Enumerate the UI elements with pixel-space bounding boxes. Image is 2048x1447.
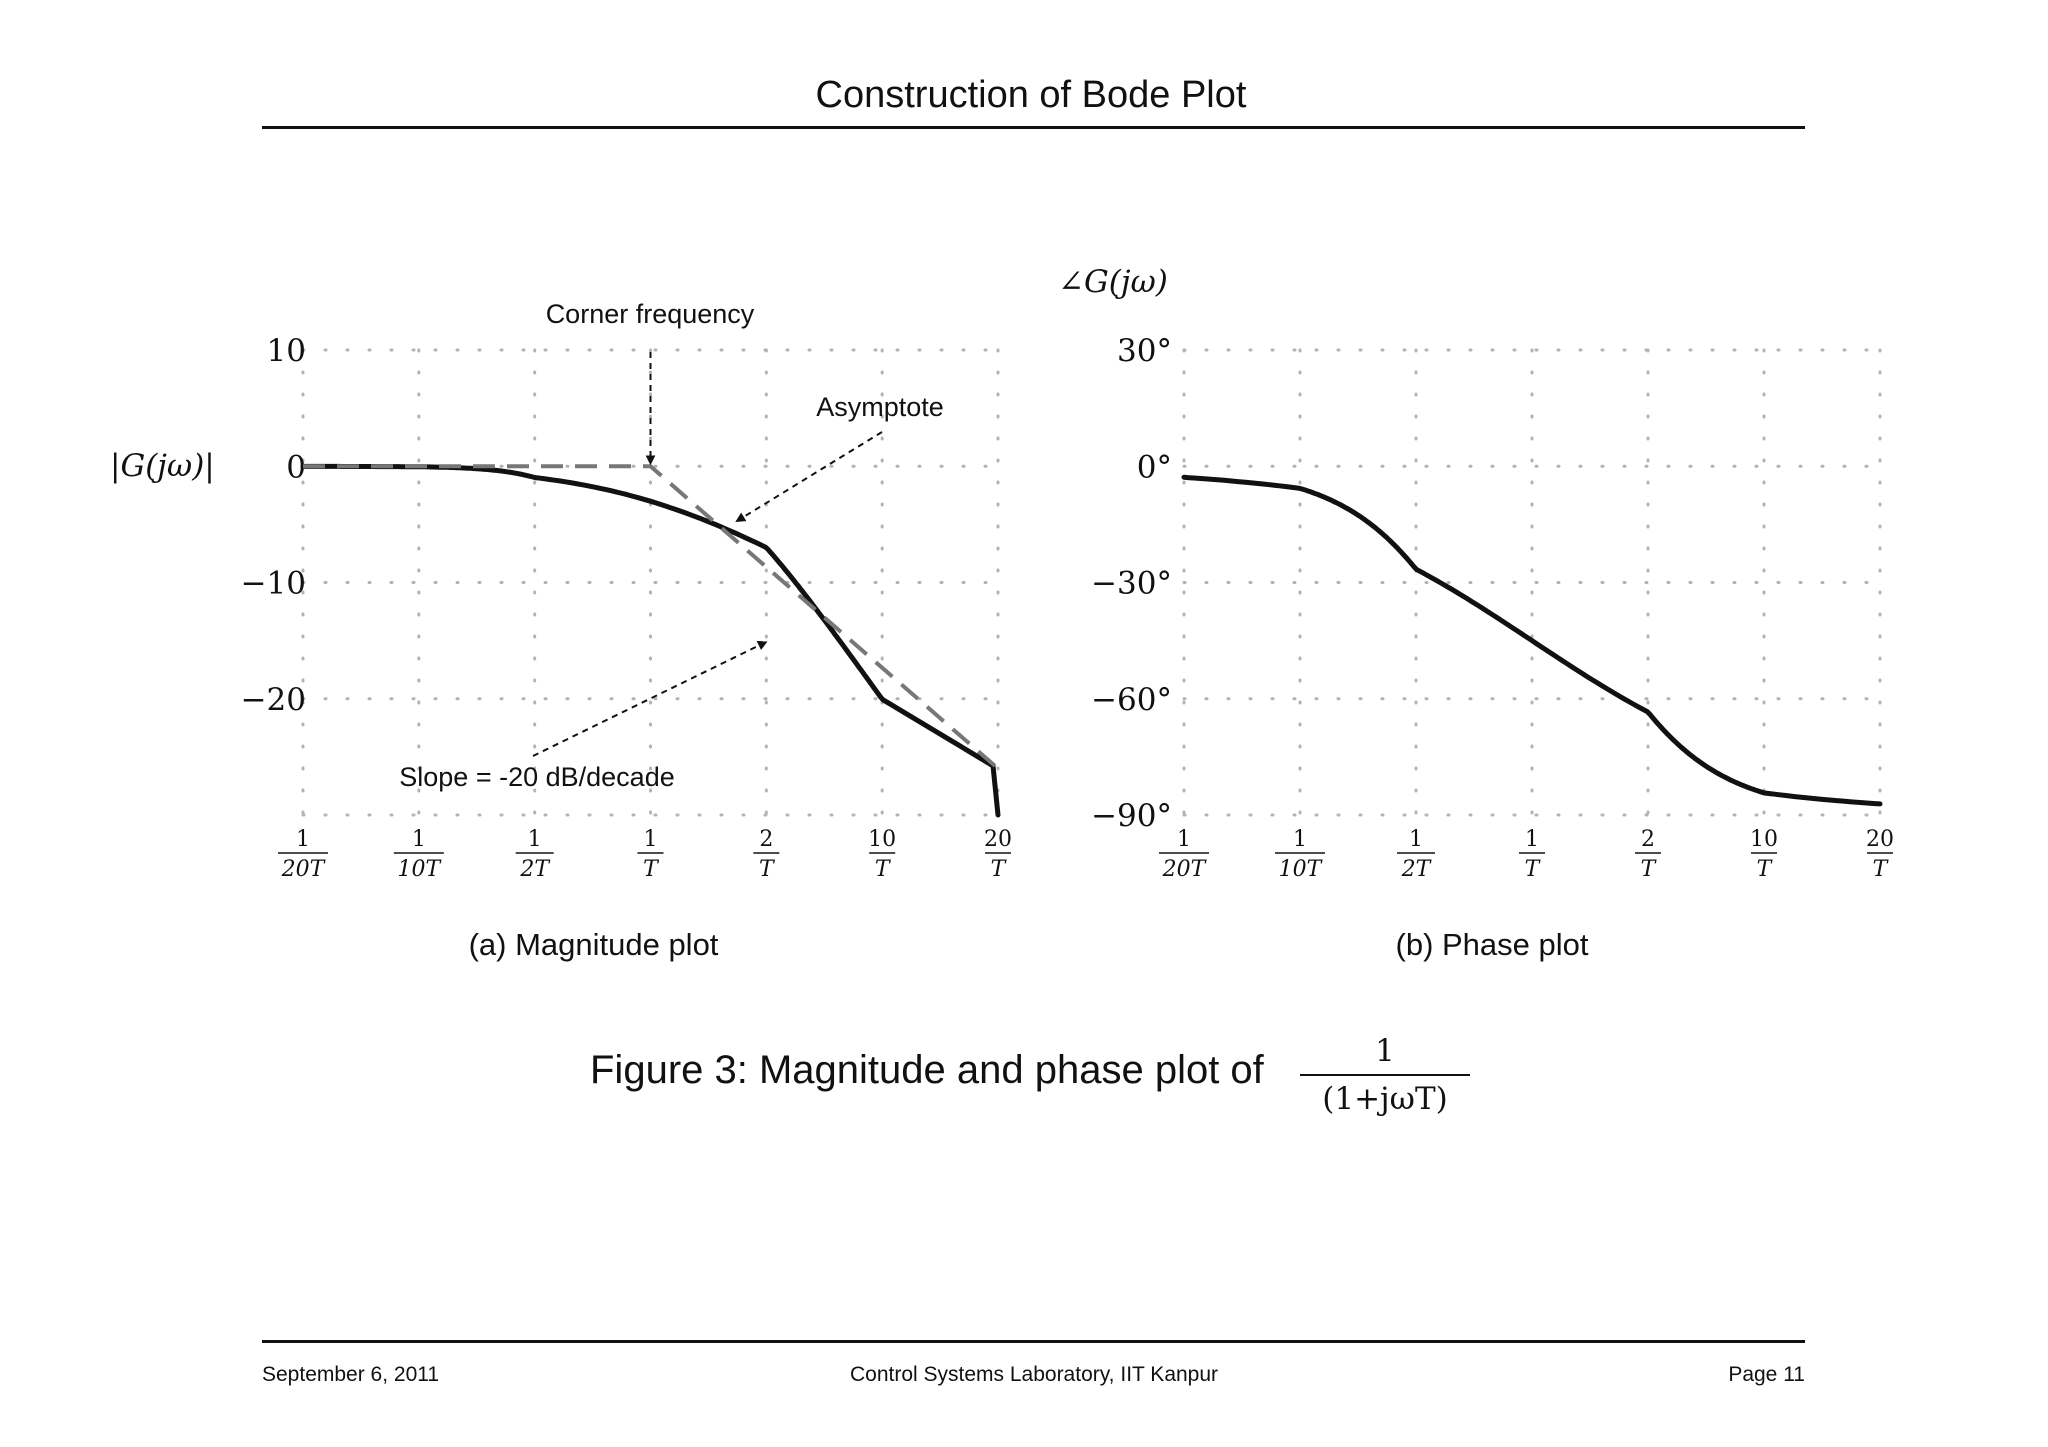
phase-x-tick-label: 20 T xyxy=(1866,827,1894,882)
magnitude-plot: 100−10−20120T110T12T1T2T10T20T|G(jω)|(a)… xyxy=(110,333,1012,962)
magnitude-y-tick-label: −20 xyxy=(241,682,306,718)
magnitude-x-tick-label: 1T xyxy=(637,827,664,882)
caption-fraction-denominator: (1+jωT) xyxy=(1322,1081,1448,1117)
phase-y-axis-label: ∠G(jω) xyxy=(1058,264,1168,300)
phase-x-tick-numerator: 1 xyxy=(1293,827,1307,852)
phase-y-tick-label: −30° xyxy=(1091,566,1172,602)
phase-y-tick-label: 0° xyxy=(1137,449,1172,485)
header-rule xyxy=(262,126,1805,129)
footer-page: Page 11 xyxy=(1728,1363,1805,1386)
magnitude-x-tick-label: 2T xyxy=(753,827,780,882)
phase-x-tick-label: 12T xyxy=(1397,827,1435,882)
page-title: Construction of Bode Plot xyxy=(815,74,1247,116)
phase-y-tick-label: −90° xyxy=(1091,798,1172,834)
phase-x-tick-label: 1T xyxy=(1519,827,1545,882)
magnitude-x-tick-numerator: 1 xyxy=(412,827,426,852)
phase-plot: 30°0°−30°−60°−90°120T110T12T1T2T10T20T∠G… xyxy=(1058,264,1894,962)
magnitude-x-tick-numerator: 10 xyxy=(868,827,896,852)
phase-x-tick-numerator: 2 xyxy=(1641,827,1655,852)
phase-x-tick-denominator: 20T xyxy=(1162,857,1208,882)
phase-x-tick-label: 2T xyxy=(1635,827,1661,882)
phase-x-tick-numerator: 1 xyxy=(1525,827,1539,852)
footer-center: Control Systems Laboratory, IIT Kanpur xyxy=(849,1363,1219,1386)
magnitude-x-tick-denominator: 20T xyxy=(281,857,327,882)
magnitude-x-tick-denominator: 10T xyxy=(397,857,442,882)
magnitude-x-tick-label: 12T xyxy=(515,827,554,882)
magnitude-x-tick-denominator: T xyxy=(991,857,1008,882)
magnitude-x-tick-numerator: 20 xyxy=(984,827,1012,852)
phase-x-tick-denominator: T xyxy=(1757,857,1774,882)
caption-fraction-numerator: 1 xyxy=(1300,1030,1470,1076)
phase-subcaption: (b) Phase plot xyxy=(1396,927,1589,962)
magnitude-x-tick-denominator: T xyxy=(759,857,776,882)
magnitude-x-tick-denominator: T xyxy=(875,857,892,882)
magnitude-y-axis-label: |G(jω)| xyxy=(110,448,215,484)
asymptote-arrow xyxy=(735,431,883,523)
corner-frequency-label: Corner frequency xyxy=(546,299,755,329)
phase-x-tick-denominator: 2T xyxy=(1401,857,1433,882)
figure-caption: Figure 3: Magnitude and phase plot of xyxy=(590,1048,1264,1092)
phase-x-tick-denominator: T xyxy=(1873,857,1890,882)
magnitude-asymptote-line xyxy=(303,464,1000,771)
magnitude-x-tick-denominator: T xyxy=(643,857,660,882)
magnitude-x-tick-numerator: 2 xyxy=(759,827,773,852)
phase-curve xyxy=(1181,474,1883,807)
phase-y-tick-label: −60° xyxy=(1091,682,1172,718)
phase-x-tick-numerator: 1 xyxy=(1409,827,1423,852)
magnitude-x-tick-numerator: 1 xyxy=(528,827,542,852)
phase-x-tick-denominator: 10T xyxy=(1279,857,1324,882)
phase-y-tick-label: 30° xyxy=(1117,333,1172,369)
phase-x-tick-numerator: 20 xyxy=(1866,827,1894,852)
footer-rule xyxy=(262,1340,1805,1343)
magnitude-x-tick-numerator: 1 xyxy=(644,827,658,852)
magnitude-x-tick-label: 20 T xyxy=(984,827,1012,882)
magnitude-y-tick-label: 0 xyxy=(286,449,306,485)
phase-x-tick-denominator: T xyxy=(1525,857,1542,882)
phase-x-tick-numerator: 1 xyxy=(1177,827,1191,852)
phase-x-tick-label: 10 T xyxy=(1750,827,1778,882)
phase-x-tick-denominator: T xyxy=(1641,857,1658,882)
magnitude-x-tick-numerator: 1 xyxy=(296,827,310,852)
magnitude-subcaption: (a) Magnitude plot xyxy=(469,927,719,962)
asymptote-label: Asymptote xyxy=(816,392,944,422)
magnitude-x-tick-label: 10 T xyxy=(868,827,896,882)
slope-label: Slope = -20 dB/decade xyxy=(399,762,674,792)
phase-x-tick-numerator: 10 xyxy=(1750,827,1778,852)
magnitude-x-tick-denominator: 2T xyxy=(519,857,551,882)
magnitude-y-tick-label: −10 xyxy=(241,566,306,602)
caption-fraction: 1 (1+jωT) xyxy=(1300,1030,1470,1120)
magnitude-y-tick-label: 10 xyxy=(267,333,306,369)
magnitude-annotations: Corner frequency Asymptote Slope = -20 dB/… xyxy=(399,299,944,792)
footer-date: September 6, 2011 xyxy=(262,1363,440,1386)
